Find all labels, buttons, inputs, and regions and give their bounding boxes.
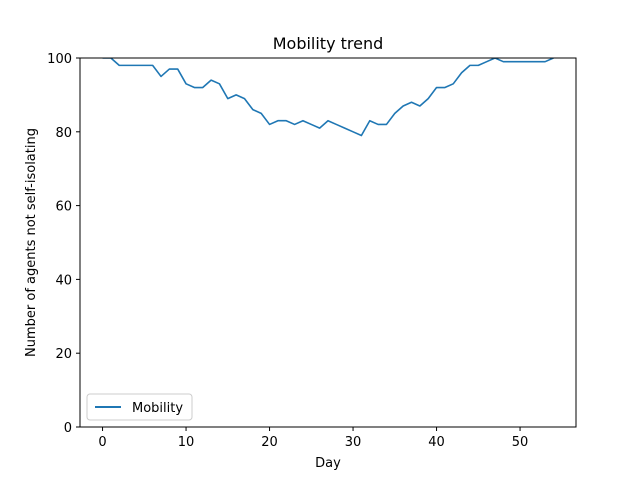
y-tick-label: 60 <box>55 200 72 215</box>
x-axis-label: Day <box>315 456 341 471</box>
x-tick-label: 40 <box>428 435 445 450</box>
x-tick-label: 20 <box>261 435 278 450</box>
y-tick-label: 20 <box>55 347 72 362</box>
chart-title: Mobility trend <box>273 34 384 53</box>
y-tick-label: 80 <box>55 126 72 141</box>
legend: Mobility <box>86 393 193 421</box>
axes-frame <box>79 57 577 428</box>
x-tick-label: 30 <box>345 435 362 450</box>
legend-label-mobility: Mobility <box>132 401 183 416</box>
y-tick-label: 40 <box>55 273 72 288</box>
y-axis-label: Number of agents not self-isolating <box>24 128 39 357</box>
legend-box <box>86 393 193 421</box>
y-axis-ticks: 0 20 40 60 80 100 <box>47 52 80 436</box>
y-tick-label: 0 <box>64 421 72 436</box>
x-tick-label: 50 <box>512 435 529 450</box>
x-axis-ticks: 0 10 20 30 40 50 <box>98 427 528 450</box>
x-tick-label: 0 <box>98 435 106 450</box>
y-tick-label: 100 <box>47 52 72 67</box>
plot-area <box>79 57 577 428</box>
x-tick-label: 10 <box>178 435 195 450</box>
